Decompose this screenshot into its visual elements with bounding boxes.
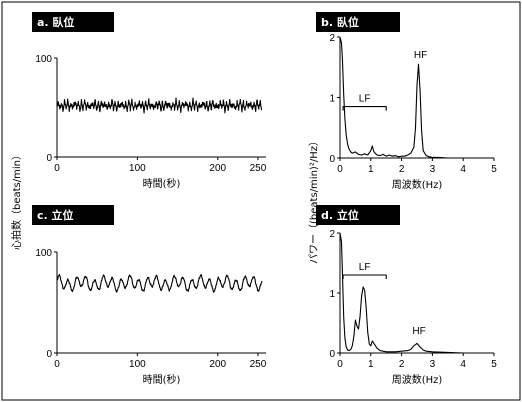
panel-b-x-tick-label: 5 <box>491 164 497 175</box>
left-ylabel: 心拍数（beats/min） <box>10 150 23 250</box>
panel-c-title-box <box>32 205 114 225</box>
panel-d-x-tick-label: 0 <box>337 359 343 370</box>
panel-a-title-box <box>32 12 114 32</box>
panel-d-hf-label: HF <box>412 326 425 337</box>
panel-c-series-line <box>56 274 263 293</box>
right-ylabel: パワー（(beats/min)²/Hz） <box>308 136 320 264</box>
panel-b-lf-bracket <box>342 106 387 111</box>
panel-c-x-tick-label: 0 <box>54 359 60 370</box>
panel-b-x-tick-label: 0 <box>337 164 343 175</box>
panel-b-lf-label: LF <box>359 94 371 105</box>
panel-a-title: a. 臥位 <box>37 15 74 29</box>
panel-d-lf-label: LF <box>359 262 371 273</box>
panel-b-title-box <box>316 12 400 32</box>
panel-b-x-tick-label: 2 <box>399 164 405 175</box>
panel-a-x-tick-label: 200 <box>209 163 226 174</box>
panel-d-x-tick-label: 5 <box>491 359 497 370</box>
panel-a-xlabel: 時間(秒) <box>143 177 181 190</box>
panel-b-hf-label: HF <box>414 50 427 61</box>
panel-d-x-tick-label: 2 <box>399 359 405 370</box>
panel-a-y-tick-label: 100 <box>35 54 52 65</box>
panel-d-title: d. 立位 <box>321 208 359 222</box>
panel-b-x-tick-label: 3 <box>430 164 436 175</box>
panel-c-y-tick-label: 100 <box>35 248 52 259</box>
panel-b-series-line <box>339 36 494 159</box>
panel-d-lf-bracket <box>342 274 387 279</box>
panel-c-x-tick-label: 200 <box>209 359 226 370</box>
panel-b-x-tick-label: 1 <box>368 164 374 175</box>
panel-c-xlabel: 時間(秒) <box>143 373 181 386</box>
panel-a-x-tick-label: 0 <box>54 163 60 174</box>
panel-c-title: c. 立位 <box>37 208 74 222</box>
panel-a-x-tick-label: 100 <box>129 163 146 174</box>
panel-d-xlabel: 周波数(Hz) <box>392 373 443 386</box>
panel-d-y-tick-label: 2 <box>329 229 335 240</box>
panel-a-series-line <box>56 97 263 114</box>
panel-d-series-line <box>339 232 494 354</box>
panel-d-x-tick-label: 3 <box>430 359 436 370</box>
panel-c-x-tick-label: 100 <box>129 359 146 370</box>
panel-c-y-tick-label: 0 <box>46 349 52 360</box>
panel-d-title-box <box>316 205 400 225</box>
panel-c-x-tick-label: 250 <box>250 359 267 370</box>
panel-b-y-tick-label: 1 <box>329 94 335 105</box>
panel-b-y-tick-label: 2 <box>329 33 335 44</box>
panel-b-xlabel: 周波数(Hz) <box>392 178 443 191</box>
panel-a-y-tick-label: 0 <box>46 153 52 164</box>
panel-d-x-tick-label: 1 <box>368 359 374 370</box>
panel-d-y-tick-label: 1 <box>329 289 335 300</box>
panel-d-y-tick-label: 0 <box>329 349 335 360</box>
panel-d-x-tick-label: 4 <box>460 359 466 370</box>
panel-a-x-tick-label: 250 <box>250 163 267 174</box>
panel-b-title: b. 臥位 <box>321 15 359 29</box>
panel-b-x-tick-label: 4 <box>460 164 466 175</box>
panel-b-y-tick-label: 0 <box>329 154 335 165</box>
